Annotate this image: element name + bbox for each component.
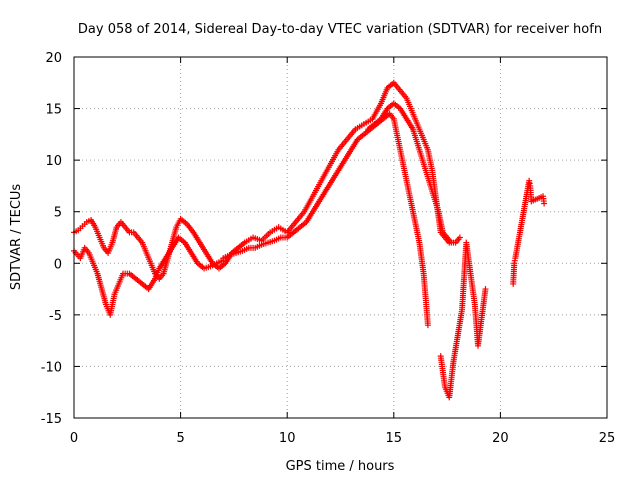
x-tick-label: 5 (176, 431, 184, 446)
series-track-c (220, 110, 431, 329)
x-tick-label: 10 (279, 431, 296, 446)
chart-title: Day 058 of 2014, Sidereal Day-to-day VTE… (78, 22, 602, 37)
y-tick-label: 20 (45, 51, 62, 66)
series-track-f (437, 177, 548, 401)
x-tick-label: 25 (599, 431, 616, 446)
series-track-a (71, 234, 227, 318)
y-axis-label: SDTVAR / TECUs (9, 184, 24, 291)
axis-ticks: 0 5 10 15 20 25 -15 -10 -5 0 5 10 15 20 (41, 51, 616, 446)
data-point (482, 286, 489, 293)
y-tick-label: 10 (45, 154, 62, 169)
x-tick-label: 0 (70, 431, 78, 446)
y-tick-label: 15 (45, 103, 62, 118)
y-tick-label: -5 (49, 309, 62, 324)
data-point (456, 234, 463, 241)
y-tick-label: 0 (54, 257, 62, 272)
y-tick-label: -15 (41, 412, 62, 427)
x-tick-label: 15 (386, 431, 403, 446)
data-point (541, 200, 548, 207)
y-tick-label: 5 (54, 206, 62, 221)
series-track-e (365, 100, 463, 246)
plot-frame (73, 56, 608, 419)
grid-lines (74, 57, 607, 418)
x-tick-label: 20 (492, 431, 509, 446)
data-markers (71, 79, 548, 401)
data-point (424, 322, 431, 329)
x-axis-label: GPS time / hours (286, 459, 395, 474)
y-tick-label: -10 (41, 360, 62, 375)
series-track-b (71, 215, 248, 282)
